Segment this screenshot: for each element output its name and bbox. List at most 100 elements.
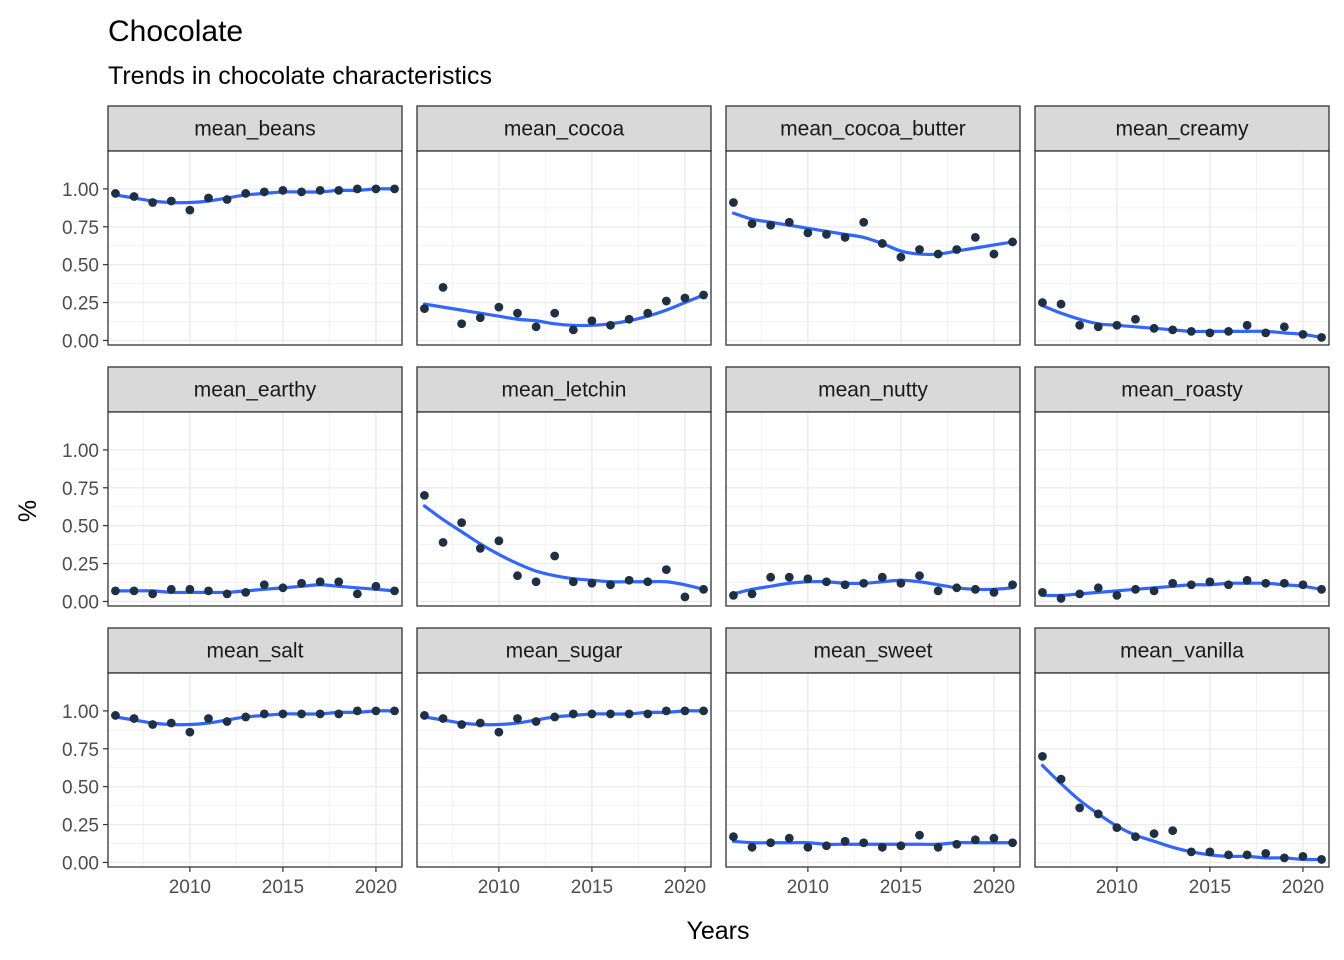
y-tick-label: 1.00 bbox=[62, 702, 99, 723]
data-point bbox=[784, 572, 794, 582]
facet-panel-mean-cocoa-butter: mean_cocoa_butter bbox=[725, 105, 1021, 346]
smooth-trend-line bbox=[1040, 581, 1324, 598]
data-point bbox=[1186, 580, 1196, 590]
facet-strip-label: mean_roasty bbox=[1121, 379, 1243, 402]
data-point bbox=[550, 551, 560, 561]
data-point bbox=[1149, 829, 1159, 839]
data-point bbox=[204, 586, 213, 596]
data-point bbox=[494, 536, 504, 546]
data-point bbox=[859, 838, 869, 848]
data-point bbox=[933, 842, 943, 852]
panel-border bbox=[1034, 672, 1330, 868]
panel-background bbox=[1035, 673, 1329, 867]
data-point bbox=[877, 239, 887, 248]
facet-strip-label: mean_salt bbox=[207, 640, 304, 663]
data-point bbox=[1149, 586, 1159, 596]
x-tick-label: 2020 bbox=[355, 877, 397, 898]
data-point bbox=[129, 586, 139, 596]
data-point bbox=[1224, 580, 1233, 590]
x-tick-label: 2010 bbox=[1096, 877, 1138, 898]
data-point bbox=[822, 577, 831, 587]
data-point bbox=[729, 590, 738, 600]
data-point bbox=[1056, 774, 1066, 784]
data-point bbox=[1168, 325, 1178, 335]
data-point bbox=[352, 184, 362, 194]
data-point bbox=[606, 580, 615, 590]
data-point bbox=[896, 252, 906, 262]
data-point bbox=[587, 316, 597, 326]
data-point bbox=[315, 577, 325, 587]
data-point bbox=[699, 584, 708, 594]
data-point bbox=[241, 189, 251, 198]
data-point bbox=[766, 572, 776, 582]
data-point bbox=[494, 302, 504, 312]
data-point bbox=[1168, 578, 1178, 588]
data-point bbox=[915, 245, 924, 254]
data-point bbox=[531, 577, 541, 587]
data-point bbox=[1075, 320, 1085, 330]
facet-panel-mean-creamy: mean_creamy bbox=[1034, 105, 1330, 346]
data-point bbox=[550, 712, 560, 722]
data-point bbox=[166, 718, 176, 728]
data-point bbox=[297, 578, 306, 588]
data-point bbox=[624, 314, 634, 324]
y-tick-label: 0.75 bbox=[62, 218, 99, 239]
data-point bbox=[699, 290, 708, 300]
data-point bbox=[204, 714, 213, 723]
facet-strip bbox=[1034, 105, 1330, 152]
panel-background bbox=[108, 151, 402, 345]
data-point bbox=[241, 587, 251, 597]
data-point bbox=[475, 544, 485, 553]
data-point bbox=[438, 283, 448, 292]
data-point bbox=[859, 578, 869, 588]
facet-strip bbox=[725, 627, 1021, 674]
smooth-trend-line bbox=[113, 709, 397, 727]
facet-strip-label: mean_cocoa bbox=[504, 118, 625, 141]
data-point bbox=[1298, 580, 1308, 590]
data-point bbox=[606, 709, 615, 719]
data-point bbox=[1131, 584, 1140, 594]
data-point bbox=[661, 296, 671, 306]
data-point bbox=[111, 711, 120, 720]
data-point bbox=[840, 836, 850, 846]
facet-strip-label: mean_beans bbox=[194, 118, 315, 141]
data-point bbox=[970, 232, 980, 242]
data-point bbox=[1038, 587, 1047, 597]
data-point bbox=[259, 709, 269, 719]
data-point bbox=[1168, 826, 1178, 836]
data-point bbox=[952, 583, 962, 593]
data-point bbox=[643, 577, 653, 587]
data-point bbox=[624, 575, 634, 585]
facet-strip bbox=[416, 105, 712, 152]
y-tick-label: 0.75 bbox=[62, 740, 99, 761]
data-point bbox=[371, 184, 381, 194]
data-point bbox=[661, 565, 671, 575]
data-point bbox=[680, 706, 690, 716]
data-point bbox=[148, 720, 158, 729]
panel-background bbox=[417, 412, 711, 606]
data-point bbox=[989, 587, 999, 597]
data-point bbox=[1224, 326, 1233, 336]
y-tick-label: 0.00 bbox=[62, 331, 99, 352]
facet-strip bbox=[107, 105, 403, 152]
data-point bbox=[222, 195, 232, 204]
data-point bbox=[680, 592, 690, 602]
data-point bbox=[1261, 328, 1271, 338]
data-point bbox=[1242, 575, 1252, 585]
facet-strip bbox=[416, 366, 712, 413]
data-point bbox=[390, 586, 399, 596]
smooth-trend-line bbox=[1040, 303, 1324, 340]
data-point bbox=[185, 727, 195, 737]
x-tick-label: 2015 bbox=[1189, 877, 1231, 898]
y-tick-label: 0.50 bbox=[62, 778, 99, 799]
smooth-trend-line bbox=[113, 187, 397, 205]
data-point bbox=[1298, 851, 1308, 861]
data-point bbox=[1242, 850, 1252, 860]
data-point bbox=[1093, 322, 1103, 332]
x-tick-label: 2015 bbox=[880, 877, 922, 898]
data-point bbox=[1317, 584, 1326, 594]
y-tick-label: 0.50 bbox=[62, 256, 99, 277]
panel-border bbox=[725, 150, 1021, 346]
data-point bbox=[111, 189, 120, 198]
